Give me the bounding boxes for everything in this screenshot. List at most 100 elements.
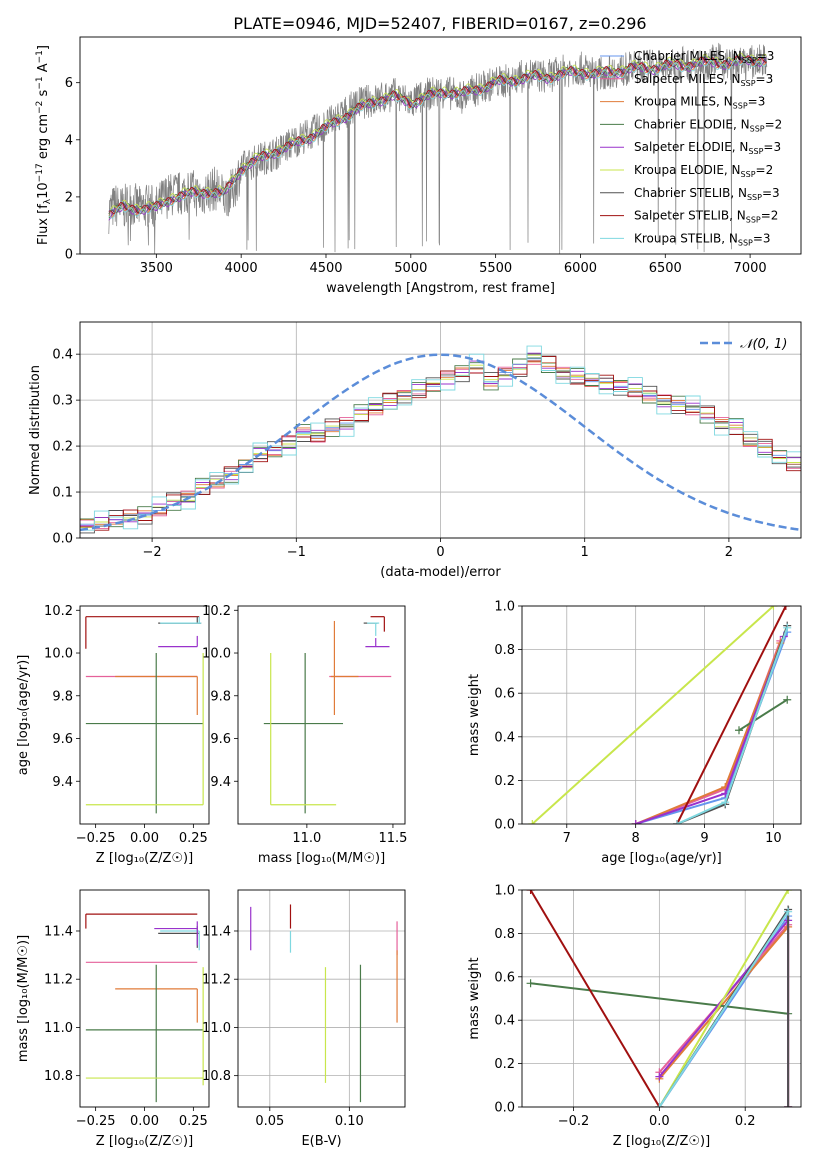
y-axis-label: mass weight [467,674,482,756]
legend-text: Salpeter MILES, N [634,72,741,86]
plot-area [526,890,793,1107]
legend-suffix: =3 [756,72,774,86]
legend-label-normal: 𝒩(0, 1) [740,337,787,352]
legend-label-salpeter_miles: Salpeter MILES, NSSP=3 [634,72,773,88]
legend-label-kroupa_miles: Kroupa MILES, NSSP=3 [634,95,765,111]
legend-label-kroupa_stelib: Kroupa STELIB, NSSP=3 [634,231,771,247]
axes-frame [79,36,802,255]
y-tick-label: 0.0 [494,1101,515,1116]
x-tick-label: −0.25 [76,831,116,846]
legend-label-chabrier_stelib: Chabrier STELIB, NSSP=3 [634,186,780,202]
y-tick-label: 0.4 [494,730,515,745]
y-tick-label: 0.8 [494,643,515,658]
x-tick-label: 0.05 [255,1114,284,1129]
y-tick-label: 0 [65,248,73,263]
legend-label-kroupa_elodie: Kroupa ELODIE, NSSP=2 [634,163,773,179]
weight-marker-chabrier_elodie [735,726,743,735]
plot-area [250,904,398,1103]
weight-marker-kroupa_elodie [528,820,537,824]
y-tick-label: 11.2 [44,973,73,988]
y-tick-label: 9.6 [210,732,231,747]
legend-subscript: SSP [747,193,762,202]
x-tick-label: 2 [725,545,733,560]
y-tick-label: 0.0 [494,818,515,833]
weight-marker-kroupa_stelib [784,907,793,916]
axes-frame [237,889,406,1108]
model-line-chabrier_stelib [108,55,767,215]
y-tick-label: 9.8 [210,689,231,704]
weight-marker-kroupa_stelib [783,623,792,632]
legend-subscript: SSP [746,216,761,225]
x-tick-label: 5500 [479,261,512,276]
y-tick-label: 0.1 [52,486,73,501]
x-tick-label: 5000 [394,261,427,276]
x-tick-label: 4000 [225,261,258,276]
weight-line-kroupa_elodie [531,606,775,824]
x-tick-label: 9 [700,831,708,846]
legend-suffix: =3 [763,140,781,154]
axes-frame [521,889,802,1108]
legend-subscript: SSP [741,170,756,179]
normal-curve-line [80,353,801,532]
legend-suffix: =2 [765,117,783,131]
y-tick-label: 0.4 [494,1014,515,1029]
axes-frame [79,889,210,1108]
spectrum-panel: 3500 4000 4500 5000 5500 6000 6500 7000 0 2 4 6 wave… [35,36,802,296]
plot-area [528,606,792,824]
x-tick-label: 0.2 [735,1114,756,1129]
x-tick-label: 7000 [734,261,767,276]
x-axis-label: Z [log₁₀(Z/Z☉)] [96,851,193,866]
x-axis-label: (data-model)/error [380,565,501,580]
y-tick-label: 0.8 [494,927,515,942]
weight-line-kroupa_stelib [676,627,789,824]
x-tick-label: 0.0 [649,1114,670,1129]
weight-line-salpeter_miles [635,640,782,824]
weight-line-chabrier_elodie [738,698,788,732]
weight-line-chabrier_elodie [530,982,789,1015]
plot-area [85,913,204,1103]
legend-text: Kroupa ELODIE, N [634,163,741,177]
weight-marker-chabrier_elodie [526,979,535,988]
legend-label-chabrier_miles: Chabrier MILES, NSSP=3 [634,49,774,65]
axes-frame [521,605,802,825]
x-tick-label: 6500 [649,261,682,276]
legend-text: Chabrier MILES, N [634,49,742,63]
age-vs-metallicity-panel: −0.25 0.00 0.25 9.4 9.6 9.8 10.0 10.2 Z [log₁₀(Z… [16,604,210,866]
x-axis-label: wavelength [Angstrom, rest frame] [326,281,555,296]
weight-line-kroupa_stelib [658,911,789,1107]
axes-frame [79,605,210,825]
x-tick-label: 10 [765,831,782,846]
weight-marker-kroupa_stelib [673,820,681,824]
y-tick-label: 0.2 [494,774,515,789]
legend-text: Salpeter STELIB, N [634,209,746,223]
weight-marker-salpeter_stelib [781,606,790,610]
legend-subscript: SSP [738,238,753,247]
x-tick-label: 0.00 [130,1114,159,1129]
legend-text: Kroupa MILES, N [634,95,733,109]
y-tick-label: 11.0 [202,1021,231,1036]
legend-suffix: =3 [748,95,766,109]
plot-area [80,345,801,534]
y-axis-label: Normed distribution [28,365,43,495]
y-tick-label: 1.0 [494,600,515,615]
mass-vs-metallicity-panel: −0.25 0.00 0.25 10.8 11.0 11.2 11.4 Z [log₁₀(Z/… [16,889,210,1149]
legend-subscript: SSP [742,56,757,65]
x-axis-label: Z [log₁₀(Z/Z☉)] [613,1134,710,1149]
legend-suffix: =3 [762,186,780,200]
model-line-chabrier_miles [108,54,767,213]
y-tick-label: 2 [65,190,73,205]
y-tick-label: 11.4 [44,924,73,939]
legend-label-chabrier_elodie: Chabrier ELODIE, NSSP=2 [634,117,782,133]
legend-suffix: =2 [756,163,774,177]
x-tick-label: 0 [436,545,444,560]
axes-frame [237,605,406,825]
legend-text: Salpeter ELODIE, N [634,140,748,154]
x-tick-label: 0.25 [179,831,208,846]
weight-marker-salpeter_elodie [631,820,640,824]
legend-suffix: =3 [757,49,775,63]
y-axis-label: mass weight [467,957,482,1039]
y-tick-label: 9.6 [52,732,73,747]
legend-subscript: SSP [750,124,765,133]
legend-text: Chabrier ELODIE, N [634,117,750,131]
